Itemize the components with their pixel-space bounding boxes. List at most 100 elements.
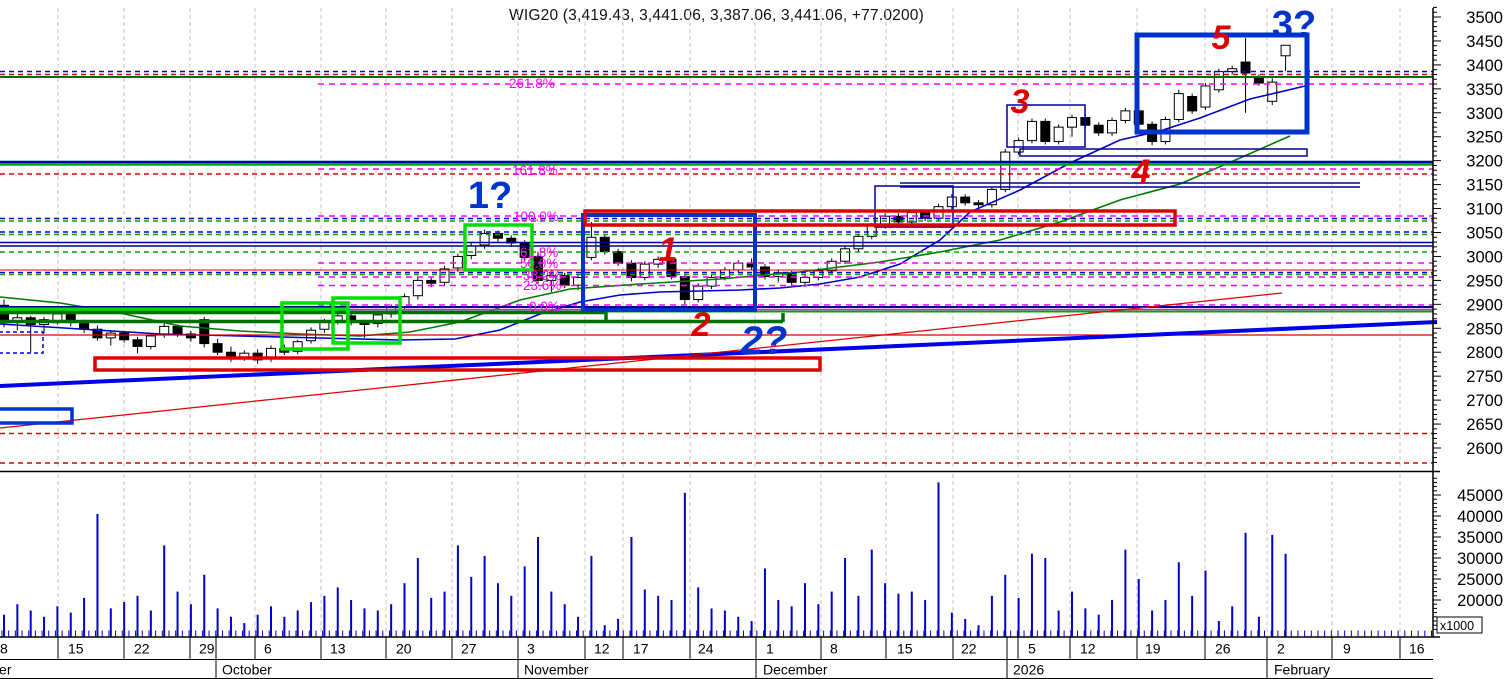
wave-label-1[interactable]: 1 (659, 231, 678, 269)
candle-body (199, 319, 210, 345)
candle-body (1107, 119, 1118, 134)
annotation-box[interactable] (581, 213, 757, 312)
wave-label-3q[interactable]: 3? (1272, 4, 1316, 46)
candle-body (613, 251, 624, 264)
week-label: 12 (1080, 641, 1096, 657)
week-label: 24 (698, 641, 714, 657)
price-tick-label: 2650 (1466, 416, 1503, 434)
candle-body (292, 341, 303, 352)
price-tick-label: 3050 (1466, 225, 1503, 243)
price-tick-label: 3350 (1466, 81, 1503, 99)
week-label: 22 (961, 641, 977, 657)
annotation-box[interactable] (1019, 148, 1308, 157)
price-tick-label: 2700 (1466, 392, 1503, 410)
fib-label: 61.8% (520, 245, 558, 260)
candle-body (52, 313, 63, 322)
annotation-box[interactable] (874, 185, 954, 228)
week-label: 16 (1409, 641, 1425, 657)
candle-body (1093, 124, 1104, 134)
candle-body (986, 188, 997, 206)
week-label: 8 (0, 641, 8, 657)
candle-body (372, 314, 383, 324)
month-label: November (524, 662, 589, 678)
fib-label: 38.2% (523, 268, 561, 283)
candle-body (693, 285, 704, 301)
candle-body (679, 276, 690, 301)
candle-body (1200, 85, 1211, 108)
candle-body (92, 328, 103, 339)
candle-body (119, 332, 130, 341)
candle-body (973, 202, 984, 206)
price-tick-label: 2900 (1466, 296, 1503, 314)
wave-label-1q[interactable]: 1? (468, 175, 512, 217)
volume-tick-label: 25000 (1457, 571, 1503, 589)
month-label: October (222, 662, 272, 678)
annotation-box[interactable] (1134, 32, 1310, 135)
week-label: 27 (461, 641, 477, 657)
price-tick-label: 3150 (1466, 177, 1503, 195)
month-label: February (1274, 662, 1330, 678)
annotation-boxes (0, 32, 1310, 425)
candles-layer[interactable] (0, 38, 1291, 364)
chart-title: WIG20 (3,419.43, 3,441.06, 3,387.06, 3,4… (509, 7, 924, 24)
price-tick-label: 3100 (1466, 201, 1503, 219)
week-label: 5 (1028, 641, 1036, 657)
date-axis[interactable]: 81522296132027312172418152251219262916Se… (0, 630, 1433, 679)
annotation-box[interactable] (280, 301, 350, 351)
wave-label-4[interactable]: 4 (1131, 153, 1151, 191)
price-tick-label: 3500 (1466, 9, 1503, 27)
candle-body (826, 260, 837, 272)
week-label: 29 (199, 641, 215, 657)
week-label: 15 (68, 641, 84, 657)
wave-label-5[interactable]: 5 (1212, 19, 1232, 57)
week-label: 22 (134, 641, 150, 657)
candle-body (1267, 81, 1278, 102)
volume-tick-label: 20000 (1457, 592, 1503, 610)
price-tick-label: 3000 (1466, 248, 1503, 266)
price-tick-label: 3450 (1466, 33, 1503, 51)
candle-body (1173, 93, 1184, 120)
volume-axis[interactable]: 45000 40000 35000 30000 25000 20000 x1000 (1433, 477, 1503, 634)
candle-body (1240, 61, 1251, 74)
annotation-box[interactable] (331, 296, 402, 345)
candle-body (1000, 151, 1011, 190)
candle-body (439, 268, 450, 283)
wave-label-2q[interactable]: 2? (740, 319, 788, 363)
candle-body (800, 277, 810, 283)
fib-label: 23.6% (523, 278, 561, 293)
week-label: 26 (1215, 641, 1231, 657)
fib-label: 100.0% (513, 209, 559, 224)
wave-label-2[interactable]: 2 (691, 306, 711, 344)
annotation-box[interactable] (0, 407, 74, 425)
annotation-box[interactable] (1006, 104, 1086, 148)
trend-line[interactable] (0, 292, 1283, 429)
price-tick-label: 2950 (1466, 272, 1503, 290)
volume-pane[interactable] (3, 482, 1287, 637)
fib-label: 161.8% (512, 163, 558, 178)
week-label: 13 (330, 641, 346, 657)
price-axis[interactable]: 3500 3450 3400 3350 3300 3250 3200 3150 3100 3050… (1433, 6, 1503, 463)
candle-body (639, 263, 650, 279)
week-label: 3 (527, 641, 535, 657)
volume-multiplier-box (1436, 616, 1483, 634)
candle-body (706, 277, 717, 287)
month-label: September (0, 662, 12, 678)
week-label: 2 (1277, 641, 1285, 657)
price-tick-label: 3300 (1466, 105, 1503, 123)
wave-label-3[interactable]: 3 (1011, 83, 1030, 121)
candle-body (1280, 44, 1291, 57)
annotation-box[interactable] (463, 223, 534, 272)
candle-body (479, 232, 490, 246)
candle-body (452, 255, 463, 269)
candle-body (1053, 126, 1064, 143)
annotation-box[interactable] (583, 209, 1177, 227)
month-label: December (763, 662, 828, 678)
gridlines (57, 8, 1401, 636)
annotation-box[interactable] (93, 356, 822, 372)
price-tick-label: 3400 (1466, 57, 1503, 75)
trend-line[interactable] (0, 320, 1438, 388)
wave-labels[interactable]: 1? 2? 3? 12 3 4 5 (468, 4, 1316, 363)
candle-body (960, 196, 971, 204)
volume-multiplier-label: x1000 (1440, 619, 1474, 633)
